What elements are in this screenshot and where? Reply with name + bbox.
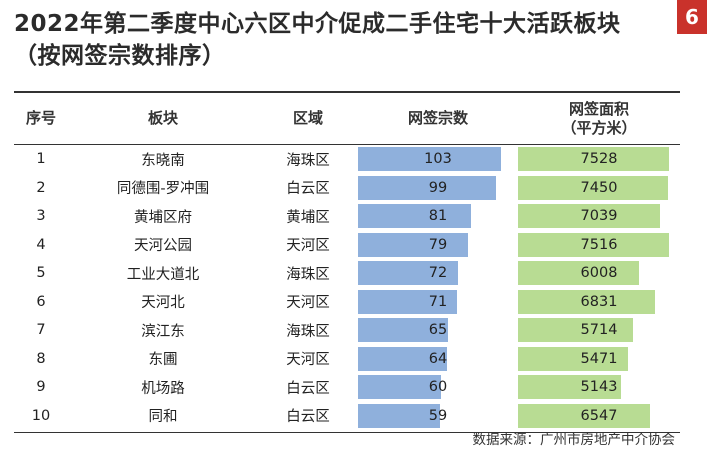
row-district: 白云区 (286, 181, 330, 198)
count-bar (358, 204, 471, 228)
header-district: 区域 (292, 109, 323, 127)
count-value-label: 71 (428, 293, 448, 310)
row-number: 8 (36, 350, 46, 367)
data-table: 序号 板块 区域 网签宗数 网签面积 （平方米） 1 东晓南 海珠区 103 7528 2… (14, 91, 680, 433)
area-value-label: 6547 (580, 407, 618, 424)
area-bar (518, 175, 668, 200)
row-area-name: 同德围-罗冲围 (116, 181, 210, 198)
area-value-label: 7528 (580, 151, 618, 168)
row-number: 4 (36, 236, 46, 253)
count-value-label: 60 (428, 379, 448, 396)
table-body: 1 东晓南 海珠区 103 7528 2 同德围-罗冲围 白云区 99 7450 3 黄埔区府 黄埔区 8… (14, 145, 680, 430)
area-value-label: 7039 (580, 208, 618, 225)
count-value-label: 103 (424, 151, 452, 168)
table-row: 1 东晓南 海珠区 103 7528 (14, 145, 680, 174)
table-bottom-rule (14, 432, 680, 433)
row-district: 海珠区 (286, 323, 330, 340)
row-number: 10 (31, 407, 51, 424)
row-area-name: 工业大道北 (126, 266, 200, 283)
row-area-name: 机场路 (141, 380, 185, 397)
area-value-label: 5471 (580, 350, 618, 367)
area-value-label: 5714 (580, 322, 618, 339)
table-row: 6 天河北 天河区 71 6831 (14, 288, 680, 317)
table-row: 5 工业大道北 海珠区 72 6008 (14, 259, 680, 288)
count-bar (358, 375, 442, 399)
data-source-note: 数据来源：广州市房地产中介协会 (472, 432, 676, 448)
table-row: 8 东圃 天河区 64 5471 (14, 345, 680, 374)
header-count: 网签宗数 (407, 109, 468, 127)
row-area-name: 同和 (148, 409, 178, 426)
row-district: 白云区 (286, 380, 330, 397)
table-header: 序号 板块 区域 网签宗数 网签面积 （平方米） (14, 91, 680, 145)
row-district: 海珠区 (286, 152, 330, 169)
page-number-badge: 6 (677, 0, 707, 34)
table-row: 7 滨江东 海珠区 65 5714 (14, 316, 680, 345)
header-sqm-line1: 网签面积 (568, 99, 629, 118)
count-value-label: 65 (428, 322, 448, 339)
count-bar (358, 175, 496, 200)
count-value-label: 79 (428, 236, 448, 253)
count-value-label: 81 (428, 208, 448, 225)
table-row: 4 天河公园 天河区 79 7516 (14, 231, 680, 260)
count-value-label: 59 (428, 407, 448, 424)
count-bar (358, 346, 448, 371)
area-value-label: 7516 (580, 236, 618, 253)
row-area-name: 天河北 (141, 295, 185, 312)
table-row: 3 黄埔区府 黄埔区 81 7039 (14, 202, 680, 231)
title-block: 2022年第二季度中心六区中介促成二手住宅十大活跃板块 （按网签宗数排序） (14, 8, 674, 72)
count-bar (358, 261, 459, 285)
header-sqm: 网签面积 （平方米） (518, 93, 680, 144)
row-district: 天河区 (286, 295, 330, 312)
chart-title: 2022年第二季度中心六区中介促成二手住宅十大活跃板块 (14, 11, 621, 37)
header-no: 序号 (25, 109, 56, 127)
area-value-label: 5143 (580, 379, 618, 396)
row-area-name: 东晓南 (141, 152, 185, 169)
row-number: 2 (36, 179, 46, 196)
row-area-name: 黄埔区府 (134, 209, 192, 226)
row-district: 白云区 (286, 409, 330, 426)
area-value-label: 6008 (580, 265, 618, 282)
row-number: 1 (36, 151, 46, 168)
area-value-label: 6831 (580, 293, 618, 310)
row-number: 7 (36, 322, 46, 339)
area-value-label: 7450 (580, 179, 618, 196)
row-district: 海珠区 (286, 266, 330, 283)
row-number: 6 (36, 293, 46, 310)
header-area: 板块 (147, 109, 178, 127)
table-row: 2 同德围-罗冲围 白云区 99 7450 (14, 174, 680, 203)
chart-subtitle: （按网签宗数排序） (14, 43, 226, 69)
count-value-label: 72 (428, 265, 448, 282)
area-bar (518, 375, 622, 399)
count-bar (358, 289, 457, 314)
header-sqm-line2: （平方米） (561, 118, 637, 137)
row-number: 5 (36, 265, 46, 282)
area-bar (518, 232, 670, 257)
row-number: 3 (36, 208, 46, 225)
table-row: 10 同和 白云区 59 6547 (14, 402, 680, 431)
area-bar (518, 261, 639, 285)
row-area-name: 滨江东 (141, 323, 185, 340)
count-bar (358, 403, 441, 428)
row-district: 天河区 (286, 238, 330, 255)
area-bar (518, 318, 633, 342)
area-bar (518, 403, 650, 428)
count-value-label: 64 (428, 350, 448, 367)
count-value-label: 99 (428, 179, 448, 196)
row-area-name: 东圃 (148, 352, 178, 369)
row-area-name: 天河公园 (134, 238, 192, 255)
count-bar (358, 318, 449, 342)
row-district: 黄埔区 (286, 209, 330, 226)
area-bar (518, 147, 670, 171)
area-bar (518, 289, 656, 314)
count-bar (358, 147, 502, 171)
area-bar (518, 204, 660, 228)
count-bar (358, 232, 468, 257)
table-row: 9 机场路 白云区 60 5143 (14, 373, 680, 402)
row-district: 天河区 (286, 352, 330, 369)
area-bar (518, 346, 629, 371)
row-number: 9 (36, 379, 46, 396)
